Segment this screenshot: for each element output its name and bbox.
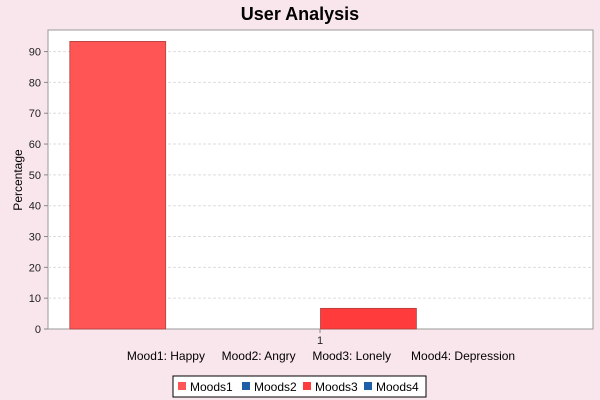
bar-moods3	[320, 307, 417, 330]
y-tick-label: 50	[29, 170, 41, 182]
y-tick-label: 60	[29, 139, 41, 151]
legend-label-moods1: Moods1	[190, 380, 233, 394]
x-category-label: 1	[317, 335, 323, 347]
y-axis-ticks: 0 10 20 30 40 50 60 70 80 90	[29, 47, 48, 336]
legend-label-moods2: Moods2	[254, 380, 297, 394]
y-axis-label: Percentage	[11, 149, 25, 211]
legend-box	[172, 375, 427, 398]
legend-swatch-moods1	[178, 382, 186, 390]
legend-label-moods4: Moods4	[376, 380, 419, 394]
chart-title: User Analysis	[241, 4, 359, 24]
legend-label-moods3: Moods3	[315, 380, 358, 394]
legend-swatch-moods4	[364, 382, 372, 390]
legend-swatch-moods2	[242, 382, 250, 390]
y-tick-label: 20	[29, 262, 41, 274]
x-axis-label: Mood1: Happy Mood2: Angry Mood3: Lonely …	[127, 349, 515, 363]
legend-swatch-moods3	[303, 382, 311, 390]
y-tick-label: 70	[29, 108, 41, 120]
bar-moods1	[69, 41, 167, 330]
y-tick-label: 10	[29, 293, 41, 305]
y-tick-label: 90	[29, 47, 41, 59]
y-tick-label: 0	[35, 324, 41, 336]
y-tick-label: 30	[29, 232, 41, 244]
y-tick-label: 80	[29, 77, 41, 89]
y-tick-label: 40	[29, 201, 41, 213]
legend: Moods1 Moods2 Moods3 Moods4	[172, 375, 427, 398]
bars	[69, 41, 417, 333]
